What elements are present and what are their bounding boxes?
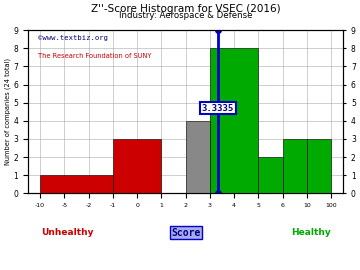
Title: Z''-Score Histogram for VSEC (2016): Z''-Score Histogram for VSEC (2016) [91, 4, 280, 14]
Bar [258, 157, 283, 193]
Bar [283, 139, 307, 193]
Text: Score: Score [171, 228, 201, 238]
Text: 3.3335: 3.3335 [202, 104, 234, 113]
Text: ©www.textbiz.org: ©www.textbiz.org [37, 35, 108, 41]
Bar [210, 48, 258, 193]
Bar [113, 139, 161, 193]
Text: Unhealthy: Unhealthy [41, 228, 93, 237]
Bar [40, 175, 113, 193]
Text: The Research Foundation of SUNY: The Research Foundation of SUNY [37, 53, 151, 59]
Bar [307, 139, 331, 193]
Text: Industry: Aerospace & Defense: Industry: Aerospace & Defense [119, 11, 252, 21]
Y-axis label: Number of companies (24 total): Number of companies (24 total) [4, 58, 11, 165]
Text: Healthy: Healthy [291, 228, 331, 237]
Bar [186, 121, 210, 193]
